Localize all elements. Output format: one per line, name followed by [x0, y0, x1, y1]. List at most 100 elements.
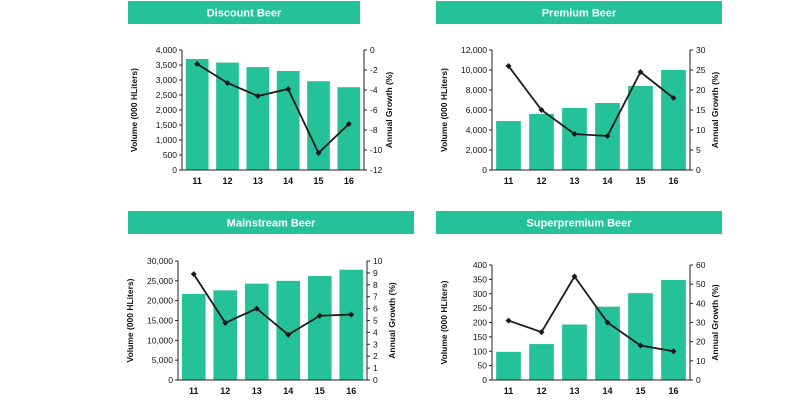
bar-12 — [529, 114, 554, 170]
bar-16 — [661, 279, 686, 380]
y-tick-label: 0 — [168, 375, 173, 385]
x-tick-label: 16 — [346, 386, 356, 396]
growth-point-16 — [670, 95, 677, 101]
x-tick-label: 16 — [344, 176, 354, 186]
y2-tick-label: 7 — [373, 292, 378, 302]
growth-point-13 — [571, 273, 578, 280]
x-tick-label: 15 — [313, 176, 323, 186]
x-tick-label: 12 — [536, 176, 546, 186]
y-tick-label: 10,000 — [461, 65, 487, 75]
y2-tick-label: 30 — [696, 318, 706, 328]
x-tick-label: 14 — [602, 386, 612, 396]
y2-tick-label: 3 — [373, 339, 378, 349]
x-tick-label: 14 — [283, 386, 293, 396]
bar-14 — [595, 306, 620, 380]
y-axis-label: Volume (000 HLiters) — [129, 68, 139, 152]
bar-11 — [496, 351, 521, 380]
chart-panel-2: Premium Beer 0 2,000 4,000 6,000 8,000 10,000 1… — [436, 1, 722, 186]
y-tick-label: 500 — [163, 150, 177, 160]
growth-point-15 — [637, 342, 644, 349]
chart-title: Superpremium Beer — [526, 218, 632, 230]
y2-tick-label: 25 — [696, 65, 706, 75]
x-tick-label: 11 — [504, 386, 514, 396]
x-tick-label: 12 — [222, 176, 232, 186]
x-tick-label: 16 — [668, 386, 678, 396]
growth-point-12 — [224, 80, 231, 86]
chart-panel-1: Discount Beer 0 500 1,000 1,500 2,000 2,500 3,0… — [128, 1, 394, 186]
x-tick-label: 12 — [220, 386, 230, 396]
y2-tick-label: -10 — [370, 145, 383, 155]
y-tick-label: 2,000 — [466, 145, 488, 155]
growth-point-13 — [253, 305, 260, 312]
growth-point-14 — [604, 319, 611, 326]
y-tick-label: 0 — [482, 375, 487, 385]
growth-point-11 — [505, 317, 512, 324]
y2-tick-label: -4 — [370, 85, 378, 95]
x-tick-label: 13 — [569, 176, 579, 186]
growth-point-14 — [604, 133, 611, 139]
bar-15 — [628, 86, 653, 170]
y2-tick-label: 30 — [696, 45, 706, 55]
growth-point-15 — [637, 69, 644, 75]
bar-13 — [562, 108, 587, 170]
chart-title-banner — [128, 211, 414, 234]
y-tick-label: 400 — [473, 260, 487, 270]
y-tick-label: 10,000 — [147, 335, 173, 345]
x-tick-label: 14 — [602, 176, 612, 186]
bar-12 — [529, 344, 554, 380]
y2-tick-label: 0 — [696, 375, 701, 385]
x-tick-label: 12 — [536, 386, 546, 396]
y2-tick-label: 6 — [373, 304, 378, 314]
y-tick-label: 4,000 — [156, 45, 178, 55]
growth-point-13 — [254, 93, 261, 99]
growth-point-15 — [316, 312, 323, 319]
y-tick-label: 0 — [482, 165, 487, 175]
y-tick-label: 50 — [478, 361, 488, 371]
y-tick-label: 350 — [473, 274, 487, 284]
growth-line — [507, 65, 675, 137]
y-tick-label: 12,000 — [461, 45, 487, 55]
y2-tick-label: 20 — [696, 337, 706, 347]
x-tick-label: 11 — [504, 176, 514, 186]
growth-point-11 — [190, 271, 197, 278]
y-tick-label: 8,000 — [466, 85, 488, 95]
x-tick-label: 15 — [635, 386, 645, 396]
y-tick-label: 300 — [473, 289, 487, 299]
bar-15 — [628, 293, 653, 380]
y-tick-label: 0 — [172, 165, 177, 175]
growth-point-11 — [194, 61, 201, 67]
y2-tick-label: -6 — [370, 105, 378, 115]
y-tick-label: 15,000 — [147, 316, 173, 326]
y-tick-label: 2,000 — [156, 105, 178, 115]
chart-title-banner — [436, 1, 722, 24]
y2-axis-label: Annual Growth (%) — [384, 72, 394, 149]
bar-13 — [562, 324, 587, 380]
x-tick-label: 13 — [569, 386, 579, 396]
y-tick-label: 3,000 — [156, 75, 178, 85]
growth-point-16 — [345, 121, 352, 127]
chart-title-banner — [128, 1, 360, 24]
growth-point-16 — [670, 348, 677, 355]
y2-tick-label: 10 — [696, 356, 706, 366]
y2-tick-label: 60 — [696, 260, 706, 270]
x-tick-label: 14 — [283, 176, 293, 186]
bar-15 — [307, 81, 330, 170]
y2-tick-label: 0 — [696, 165, 701, 175]
chart-title: Premium Beer — [542, 8, 617, 20]
y2-tick-label: 1 — [373, 363, 378, 373]
y-tick-label: 4,000 — [466, 125, 488, 135]
y-tick-label: 1,000 — [156, 135, 178, 145]
chart-panel-3: Mainstream Beer 0 5,000 10,000 15,000 20,000 2… — [125, 211, 414, 396]
bar-12 — [213, 290, 238, 380]
bar-14 — [276, 280, 301, 380]
growth-point-14 — [285, 331, 292, 338]
bar-14 — [276, 71, 300, 170]
y2-tick-label: 2 — [373, 351, 378, 361]
growth-point-16 — [348, 311, 355, 318]
chart-panel-4: Superpremium Beer05010015020025030035040… — [436, 211, 722, 396]
growth-line — [192, 273, 352, 336]
y-tick-label: 6,000 — [466, 105, 488, 115]
y-tick-label: 3,500 — [156, 60, 178, 70]
growth-line — [196, 63, 350, 155]
y2-axis-label: Annual Growth (%) — [710, 284, 720, 361]
